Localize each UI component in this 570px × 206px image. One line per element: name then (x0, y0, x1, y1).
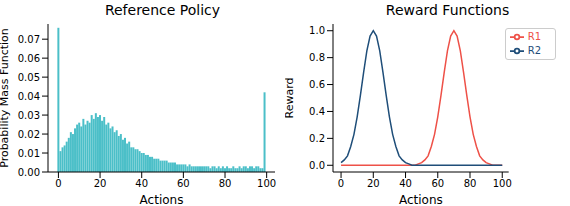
svg-text:60: 60 (431, 178, 444, 189)
svg-text:Probability Mass Function: Probability Mass Function (8, 28, 11, 168)
svg-text:0.05: 0.05 (18, 72, 40, 83)
html-text:R2: R2 (527, 45, 541, 56)
svg-text:0.03: 0.03 (18, 110, 40, 121)
svg-text:40: 40 (399, 178, 412, 189)
svg-text:80: 80 (464, 178, 477, 189)
html-text:Reference Policy: Reference Policy (104, 2, 221, 18)
svg-text:100: 100 (493, 178, 512, 189)
html-text:R1: R1 (527, 31, 541, 42)
svg-text:0.4: 0.4 (309, 106, 325, 117)
svg-text:0.00: 0.00 (18, 167, 40, 178)
svg-text:0: 0 (55, 178, 61, 189)
svg-text:40: 40 (135, 178, 148, 189)
svg-text:0.07: 0.07 (18, 34, 40, 45)
svg-text:Actions: Actions (140, 193, 184, 204)
svg-text:20: 20 (94, 178, 107, 189)
svg-text:0.06: 0.06 (18, 53, 40, 64)
svg-text:60: 60 (177, 178, 190, 189)
svg-text:0.6: 0.6 (309, 79, 325, 90)
svg-text:80: 80 (219, 178, 232, 189)
svg-text:Reward: Reward (285, 78, 296, 119)
svg-text:0.8: 0.8 (309, 52, 325, 63)
svg-text:0.0: 0.0 (309, 160, 325, 171)
svg-text:20: 20 (367, 178, 380, 189)
svg-text:0.01: 0.01 (18, 148, 40, 159)
svg-text:1.0: 1.0 (309, 25, 325, 36)
svg-text:0.02: 0.02 (18, 129, 40, 140)
svg-text:0: 0 (338, 178, 344, 189)
svg-text:Actions: Actions (399, 193, 443, 204)
svg-text:100: 100 (257, 178, 276, 189)
svg-text:0.2: 0.2 (309, 133, 325, 144)
svg-text:0.04: 0.04 (18, 91, 40, 102)
html-text:Reward Functions: Reward Functions (385, 2, 510, 18)
